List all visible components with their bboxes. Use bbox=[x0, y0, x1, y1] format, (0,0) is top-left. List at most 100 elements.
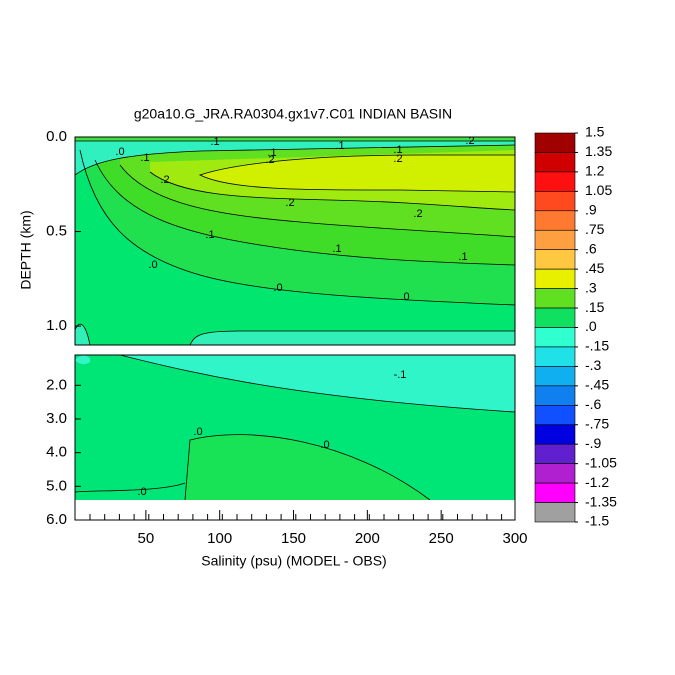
colorbar-label: 1.35 bbox=[585, 143, 612, 159]
colorbar-box bbox=[534, 307, 576, 328]
contour-fill bbox=[120, 355, 515, 412]
contour-label: .2 bbox=[160, 174, 169, 186]
contour-label: .2 bbox=[413, 208, 422, 220]
colorbar-label: 1.05 bbox=[585, 182, 612, 198]
y-tick-label: 0.5 bbox=[46, 223, 67, 240]
contour-line bbox=[94, 159, 516, 266]
y-tick-label: 3.0 bbox=[46, 410, 67, 427]
colorbar-box bbox=[534, 288, 576, 309]
contour-label: .1 bbox=[458, 251, 467, 263]
contour-label: .0 bbox=[193, 426, 202, 438]
colorbar-label: 1.5 bbox=[585, 124, 605, 140]
colorbar-box bbox=[534, 210, 576, 231]
colorbar-box bbox=[534, 152, 576, 173]
x-axis-label: Salinity (psu) (MODEL - OBS) bbox=[201, 553, 386, 569]
contour-label: -.1 bbox=[394, 369, 407, 381]
x-tick-label: 50 bbox=[138, 530, 155, 547]
contour-fill bbox=[75, 324, 90, 345]
contour-label: .1 bbox=[140, 152, 149, 164]
contour-label: .2 bbox=[285, 197, 294, 209]
contour-label: .0 bbox=[320, 439, 329, 451]
colorbar-label: -1.2 bbox=[585, 474, 609, 490]
y-tick-label: 5.0 bbox=[46, 477, 67, 494]
colorbar-box bbox=[534, 191, 576, 212]
contour-line bbox=[74, 323, 91, 346]
colorbar-label: .75 bbox=[585, 221, 605, 237]
contour-label: .1 bbox=[393, 144, 402, 156]
colorbar-label: -1.5 bbox=[585, 513, 609, 529]
contour-label: .2 bbox=[393, 153, 402, 165]
contour-label: .0 bbox=[137, 486, 146, 498]
panel-frame bbox=[74, 354, 516, 521]
contour-label: .1 bbox=[210, 136, 219, 148]
contour-label: .0 bbox=[115, 146, 124, 158]
x-tick-label: 300 bbox=[502, 530, 527, 547]
colorbar-label: .15 bbox=[585, 299, 605, 315]
colorbar-label: .45 bbox=[585, 260, 605, 276]
y-axis-label: DEPTH (km) bbox=[18, 210, 34, 289]
colorbar-box bbox=[534, 171, 576, 192]
chart-title: g20a10.G_JRA.RA0304.gx1v7.C01 INDIAN BAS… bbox=[134, 106, 452, 122]
colorbar-label: -.75 bbox=[585, 415, 609, 431]
topography bbox=[75, 500, 515, 520]
contour-fill bbox=[75, 137, 515, 175]
colorbar-label: -.45 bbox=[585, 377, 609, 393]
contour-fill bbox=[185, 434, 430, 500]
colorbar-label: .0 bbox=[585, 318, 597, 334]
colorbar-label: -.9 bbox=[585, 435, 602, 451]
colorbar-box bbox=[534, 482, 576, 503]
contour-label: .1 bbox=[205, 229, 214, 241]
contour-line bbox=[189, 330, 515, 346]
colorbar-box bbox=[534, 346, 576, 367]
x-tick-label: 250 bbox=[429, 530, 454, 547]
lower-panel bbox=[74, 354, 516, 521]
contour-label: .0 bbox=[400, 291, 409, 303]
colorbar-label: 1.2 bbox=[585, 163, 605, 179]
colorbar-box bbox=[534, 229, 576, 251]
y-tick-label: 2.0 bbox=[46, 376, 67, 393]
x-tick-label: 150 bbox=[281, 530, 306, 547]
contour-line bbox=[149, 171, 516, 211]
contour-label: .1 bbox=[335, 140, 344, 152]
colorbar-box bbox=[534, 385, 576, 406]
colorbar-box bbox=[534, 404, 576, 426]
contour-label: .1 bbox=[332, 243, 341, 255]
colorbar-label: -.6 bbox=[585, 396, 602, 412]
colorbar-box bbox=[534, 327, 576, 348]
contour-label: .1 bbox=[267, 147, 276, 159]
contour-line bbox=[184, 434, 431, 501]
colorbar-label: -1.05 bbox=[585, 454, 617, 470]
contour-fill bbox=[190, 331, 515, 345]
colorbar-label: .6 bbox=[585, 240, 597, 256]
contour-line bbox=[198, 154, 516, 193]
colorbar-label: .9 bbox=[585, 202, 597, 218]
contour-line bbox=[74, 482, 186, 493]
y-tick-label: 4.0 bbox=[46, 444, 67, 461]
x-tick-label: 100 bbox=[207, 530, 232, 547]
colorbar-label: .3 bbox=[585, 279, 597, 295]
colorbar-box bbox=[534, 366, 576, 387]
colorbar-box bbox=[534, 502, 576, 523]
contour-label: .0 bbox=[148, 259, 157, 271]
colorbar-box bbox=[534, 463, 576, 484]
colorbar-box bbox=[534, 132, 576, 153]
colorbar-label: -1.35 bbox=[585, 493, 617, 509]
colorbar-box bbox=[534, 249, 576, 270]
y-tick-label: 6.0 bbox=[46, 511, 67, 528]
contour-line bbox=[74, 144, 516, 176]
colorbar-label: -.15 bbox=[585, 338, 609, 354]
contour-fill bbox=[75, 137, 515, 141]
upper-panel bbox=[74, 136, 516, 346]
colorbar-box bbox=[534, 424, 576, 445]
x-tick-label: 200 bbox=[355, 530, 380, 547]
colorbar-label: -.3 bbox=[585, 357, 602, 373]
colorbar-box bbox=[534, 268, 576, 289]
contour-label: .0 bbox=[273, 282, 282, 294]
panel-frame bbox=[74, 136, 516, 346]
contour-line bbox=[119, 164, 516, 238]
contour-line bbox=[119, 354, 516, 413]
contour-line bbox=[79, 149, 516, 306]
contour-label: .2 bbox=[465, 135, 474, 147]
y-tick-label: 0.0 bbox=[46, 128, 67, 145]
